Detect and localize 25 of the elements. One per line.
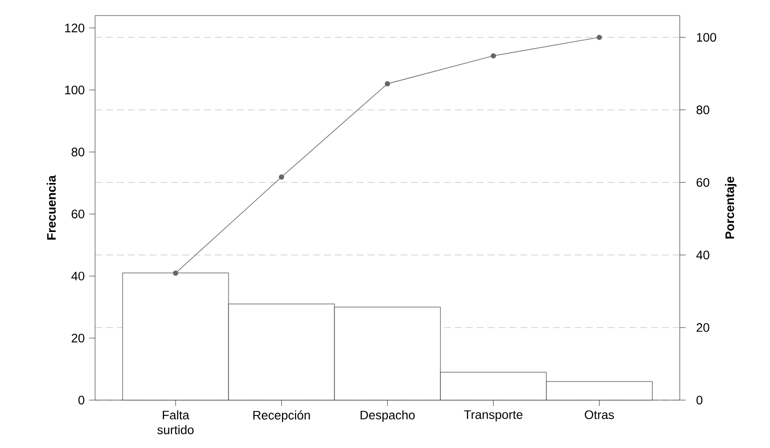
x-tick-label: Falta surtido — [157, 410, 194, 434]
y-axis-title: Frecuencia — [46, 175, 56, 240]
y-tick-label: 40 — [71, 272, 84, 280]
y-tick-label: 100 — [65, 86, 84, 94]
y-tick-label: 0 — [78, 396, 84, 404]
y2-tick-label: 80 — [696, 106, 710, 114]
point — [596, 34, 602, 40]
y-tick-label: 120 — [65, 24, 84, 32]
y2-tick-label: 0 — [696, 396, 702, 404]
x-tick-label: Despacho — [360, 410, 415, 422]
point — [172, 270, 178, 276]
y2-tick-label: 60 — [696, 178, 710, 187]
point — [278, 174, 284, 180]
point — [490, 53, 496, 58]
y-tick-label: 60 — [72, 210, 84, 218]
y2-axis-title: Porcentaje — [725, 176, 737, 239]
y-tick-label: 20 — [72, 334, 84, 342]
x-tick-label: Transporte — [464, 410, 522, 422]
y2-tick-label: 100 — [696, 32, 716, 42]
y2-tick-label: 20 — [696, 323, 710, 332]
x-tick-label: Otras — [584, 410, 614, 420]
point — [384, 81, 390, 86]
y-tick-label: 80 — [72, 148, 84, 156]
y2-tick-label: 40 — [696, 250, 710, 260]
x-tick-label: Recepción — [253, 410, 310, 422]
